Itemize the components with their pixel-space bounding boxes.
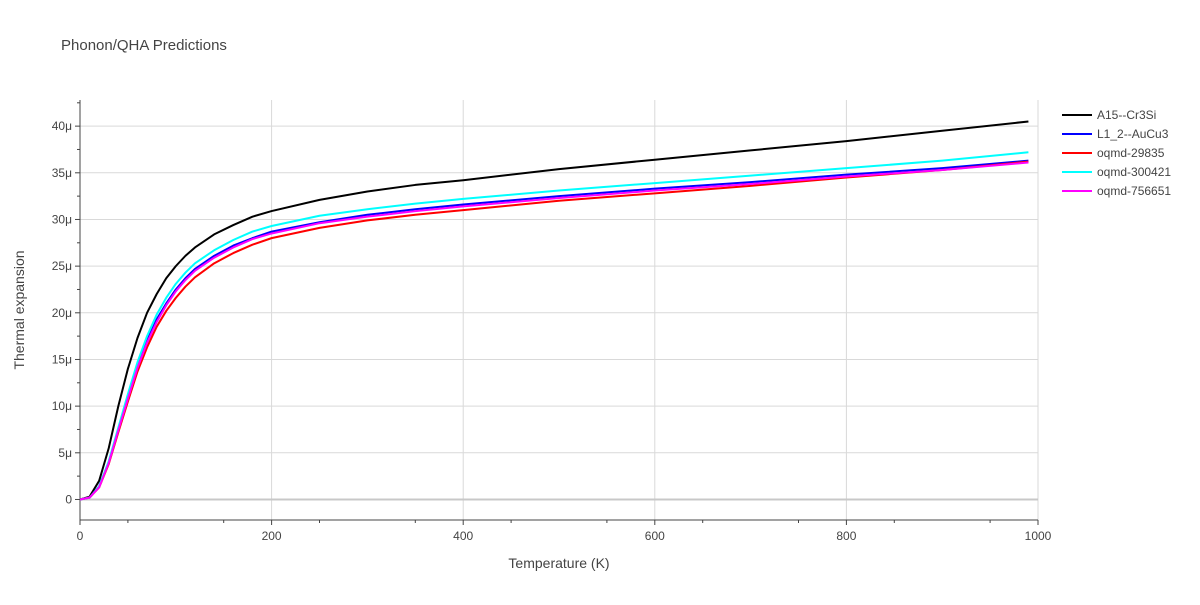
x-tick-label: 200 bbox=[262, 529, 282, 543]
y-tick-label: 10μ bbox=[52, 399, 72, 413]
x-tick-label: 400 bbox=[453, 529, 473, 543]
y-axis-title: Thermal expansion bbox=[11, 250, 27, 369]
legend-label: oqmd-29835 bbox=[1097, 146, 1165, 160]
legend-item[interactable]: oqmd-29835 bbox=[1062, 146, 1165, 160]
legend-item[interactable]: oqmd-756651 bbox=[1062, 184, 1171, 198]
x-tick-label: 600 bbox=[645, 529, 665, 543]
y-tick-label: 5μ bbox=[58, 446, 72, 460]
x-tick-label: 1000 bbox=[1025, 529, 1052, 543]
x-tick-label: 0 bbox=[77, 529, 84, 543]
legend: A15--Cr3Si L1_2--AuCu3 oqmd-29835 oqmd-3004… bbox=[1062, 108, 1171, 198]
series-line[interactable] bbox=[79, 120, 1029, 501]
axes: 0 200 400 600 800 1000 0 5μ 10μ 15μ 20μ 25μ 30μ 35μ 40… bbox=[52, 100, 1052, 543]
legend-label: oqmd-756651 bbox=[1097, 184, 1171, 198]
legend-label: L1_2--AuCu3 bbox=[1097, 127, 1169, 141]
legend-item[interactable]: oqmd-300421 bbox=[1062, 165, 1171, 179]
legend-label: oqmd-300421 bbox=[1097, 165, 1171, 179]
y-tick-label: 30μ bbox=[52, 212, 72, 226]
y-tick-label: 35μ bbox=[52, 166, 72, 180]
x-tick-label: 800 bbox=[836, 529, 856, 543]
legend-label: A15--Cr3Si bbox=[1097, 108, 1156, 122]
y-tick-label: 15μ bbox=[52, 352, 72, 366]
series-line[interactable] bbox=[79, 161, 1029, 501]
y-tick-label: 25μ bbox=[52, 259, 72, 273]
chart-title: Phonon/QHA Predictions bbox=[61, 37, 227, 54]
legend-item[interactable]: A15--Cr3Si bbox=[1062, 108, 1156, 122]
y-tick-label: 40μ bbox=[52, 119, 72, 133]
series-lines bbox=[79, 120, 1029, 501]
y-tick-label: 0 bbox=[65, 492, 72, 506]
legend-item[interactable]: L1_2--AuCu3 bbox=[1062, 127, 1169, 141]
y-tick-label: 20μ bbox=[52, 306, 72, 320]
x-axis-title: Temperature (K) bbox=[508, 555, 609, 571]
